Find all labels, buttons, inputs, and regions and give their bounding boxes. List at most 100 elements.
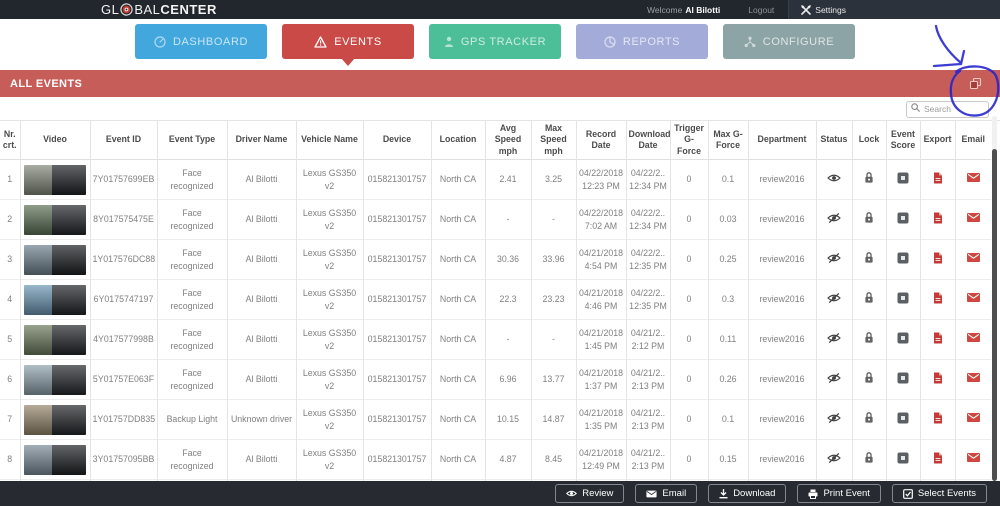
column-header[interactable]: Export xyxy=(919,121,955,160)
column-header[interactable]: Record Date xyxy=(575,121,626,160)
column-header[interactable]: Video xyxy=(19,121,90,160)
column-header[interactable]: Trigger G-Force xyxy=(669,121,708,160)
avg-speed-cell: 10.15 xyxy=(484,399,531,440)
email-icon[interactable] xyxy=(966,253,980,266)
settings-button[interactable]: Settings xyxy=(788,0,858,19)
tab-reports[interactable]: REPORTS xyxy=(576,24,708,59)
table-row[interactable]: 3 1Y017576DC88 Face recognized Al Bilott… xyxy=(0,239,991,280)
column-header[interactable]: Event Type xyxy=(156,121,227,160)
export-pdf-icon[interactable] xyxy=(933,212,943,228)
export-pdf-icon[interactable] xyxy=(933,252,943,268)
event-score-icon[interactable] xyxy=(897,372,909,388)
event-score-icon[interactable] xyxy=(897,412,909,428)
download-button[interactable]: Download xyxy=(708,484,787,503)
column-header[interactable]: Max G-Force xyxy=(707,121,748,160)
lock-icon[interactable] xyxy=(864,251,874,268)
video-thumbnail[interactable] xyxy=(24,204,86,235)
export-pdf-icon[interactable] xyxy=(933,172,943,188)
tab-events[interactable]: EVENTS xyxy=(282,24,414,66)
vehicle-name-cell: Lexus GS350 v2 xyxy=(295,359,363,400)
column-header[interactable]: Device xyxy=(362,121,431,160)
print-event-button[interactable]: Print Event xyxy=(797,484,881,503)
event-score-icon[interactable] xyxy=(897,332,909,348)
max-speed-cell: 3.25 xyxy=(530,159,576,200)
department-cell: review2016 xyxy=(747,199,816,240)
column-header[interactable]: Nr. crt. xyxy=(2,128,17,151)
status-unviewed-eye-slash-icon[interactable] xyxy=(827,452,841,467)
logo-text-gl: GL xyxy=(101,2,120,17)
status-unviewed-eye-slash-icon[interactable] xyxy=(827,212,841,227)
export-pdf-icon[interactable] xyxy=(933,412,943,428)
logo: GL BAL CENTER xyxy=(101,0,217,19)
email-icon[interactable] xyxy=(966,373,980,386)
status-unviewed-eye-slash-icon[interactable] xyxy=(827,332,841,347)
export-pdf-icon[interactable] xyxy=(933,372,943,388)
column-header[interactable]: Location xyxy=(430,121,485,160)
video-thumbnail[interactable] xyxy=(24,284,86,315)
event-score-icon[interactable] xyxy=(897,172,909,188)
device-cell: 015821301757 xyxy=(362,199,431,240)
export-pdf-icon[interactable] xyxy=(933,332,943,348)
scrollbar-thumb[interactable] xyxy=(992,149,997,481)
video-thumbnail[interactable] xyxy=(24,164,86,195)
column-header[interactable]: Department xyxy=(747,121,816,160)
lock-icon[interactable] xyxy=(864,411,874,428)
column-header[interactable]: Event ID xyxy=(89,121,157,160)
column-header[interactable]: Download Date xyxy=(625,121,670,160)
event-type-cell: Face recognized xyxy=(156,359,227,400)
lock-icon[interactable] xyxy=(864,211,874,228)
table-row[interactable]: 7 1Y01757DD835 Backup Light Unknown driv… xyxy=(0,399,991,440)
status-unviewed-eye-slash-icon[interactable] xyxy=(827,252,841,267)
table-row[interactable]: 4 6Y0175747197 Face recognized Al Bilott… xyxy=(0,279,991,320)
logout-link[interactable]: Logout xyxy=(748,4,775,15)
video-thumbnail[interactable] xyxy=(24,444,86,475)
column-header[interactable]: Avg Speed mph xyxy=(484,121,531,160)
tab-gps-tracker[interactable]: GPS TRACKER xyxy=(429,24,561,59)
column-header[interactable]: Driver Name xyxy=(226,121,296,160)
status-viewed-eye-icon[interactable] xyxy=(827,173,841,187)
column-header[interactable]: Email xyxy=(954,121,991,160)
table-row[interactable]: 8 3Y01757095BB Face recognized Al Bilott… xyxy=(0,439,991,480)
email-icon[interactable] xyxy=(966,293,980,306)
video-thumbnail[interactable] xyxy=(24,364,86,395)
table-row[interactable]: 2 8Y017575475E Face recognized Al Bilott… xyxy=(0,199,991,240)
location-cell: North CA xyxy=(430,399,485,440)
select-events-button[interactable]: Select Events xyxy=(891,484,987,503)
video-thumbnail[interactable] xyxy=(24,324,86,355)
column-header[interactable]: Status xyxy=(815,121,852,160)
status-unviewed-eye-slash-icon[interactable] xyxy=(827,372,841,387)
event-score-icon[interactable] xyxy=(897,452,909,468)
event-score-icon[interactable] xyxy=(897,252,909,268)
column-header[interactable]: Max Speed mph xyxy=(530,121,576,160)
lock-icon[interactable] xyxy=(864,451,874,468)
column-header[interactable]: Event Score xyxy=(885,121,920,160)
status-unviewed-eye-slash-icon[interactable] xyxy=(827,292,841,307)
lock-icon[interactable] xyxy=(864,331,874,348)
lock-icon[interactable] xyxy=(864,171,874,188)
email-icon[interactable] xyxy=(966,173,980,186)
email-button[interactable]: Email xyxy=(635,484,698,503)
video-thumbnail[interactable] xyxy=(24,404,86,435)
export-pdf-icon[interactable] xyxy=(933,292,943,308)
export-pdf-icon[interactable] xyxy=(933,452,943,468)
table-row[interactable]: 6 5Y01757E063F Face recognized Al Bilott… xyxy=(0,359,991,400)
max-speed-cell: 14.87 xyxy=(530,399,576,440)
event-score-icon[interactable] xyxy=(897,292,909,308)
status-unviewed-eye-slash-icon[interactable] xyxy=(827,412,841,427)
email-icon[interactable] xyxy=(966,413,980,426)
lock-icon[interactable] xyxy=(864,291,874,308)
email-icon[interactable] xyxy=(966,453,980,466)
tab-dashboard[interactable]: DASHBOARD xyxy=(135,24,267,59)
email-icon[interactable] xyxy=(966,213,980,226)
table-row[interactable]: 5 4Y017577998B Face recognized Al Bilott… xyxy=(0,319,991,360)
review-button[interactable]: Review xyxy=(555,484,625,503)
tab-configure[interactable]: CONFIGURE xyxy=(723,24,855,59)
event-score-icon[interactable] xyxy=(897,212,909,228)
table-row[interactable]: 1 7Y01757699EB Face recognized Al Bilott… xyxy=(0,159,991,200)
email-icon[interactable] xyxy=(966,333,980,346)
column-header[interactable]: Vehicle Name xyxy=(295,121,363,160)
lock-icon[interactable] xyxy=(864,371,874,388)
column-header[interactable]: Lock xyxy=(851,121,886,160)
export-events-icon[interactable] xyxy=(969,77,982,93)
video-thumbnail[interactable] xyxy=(24,244,86,275)
